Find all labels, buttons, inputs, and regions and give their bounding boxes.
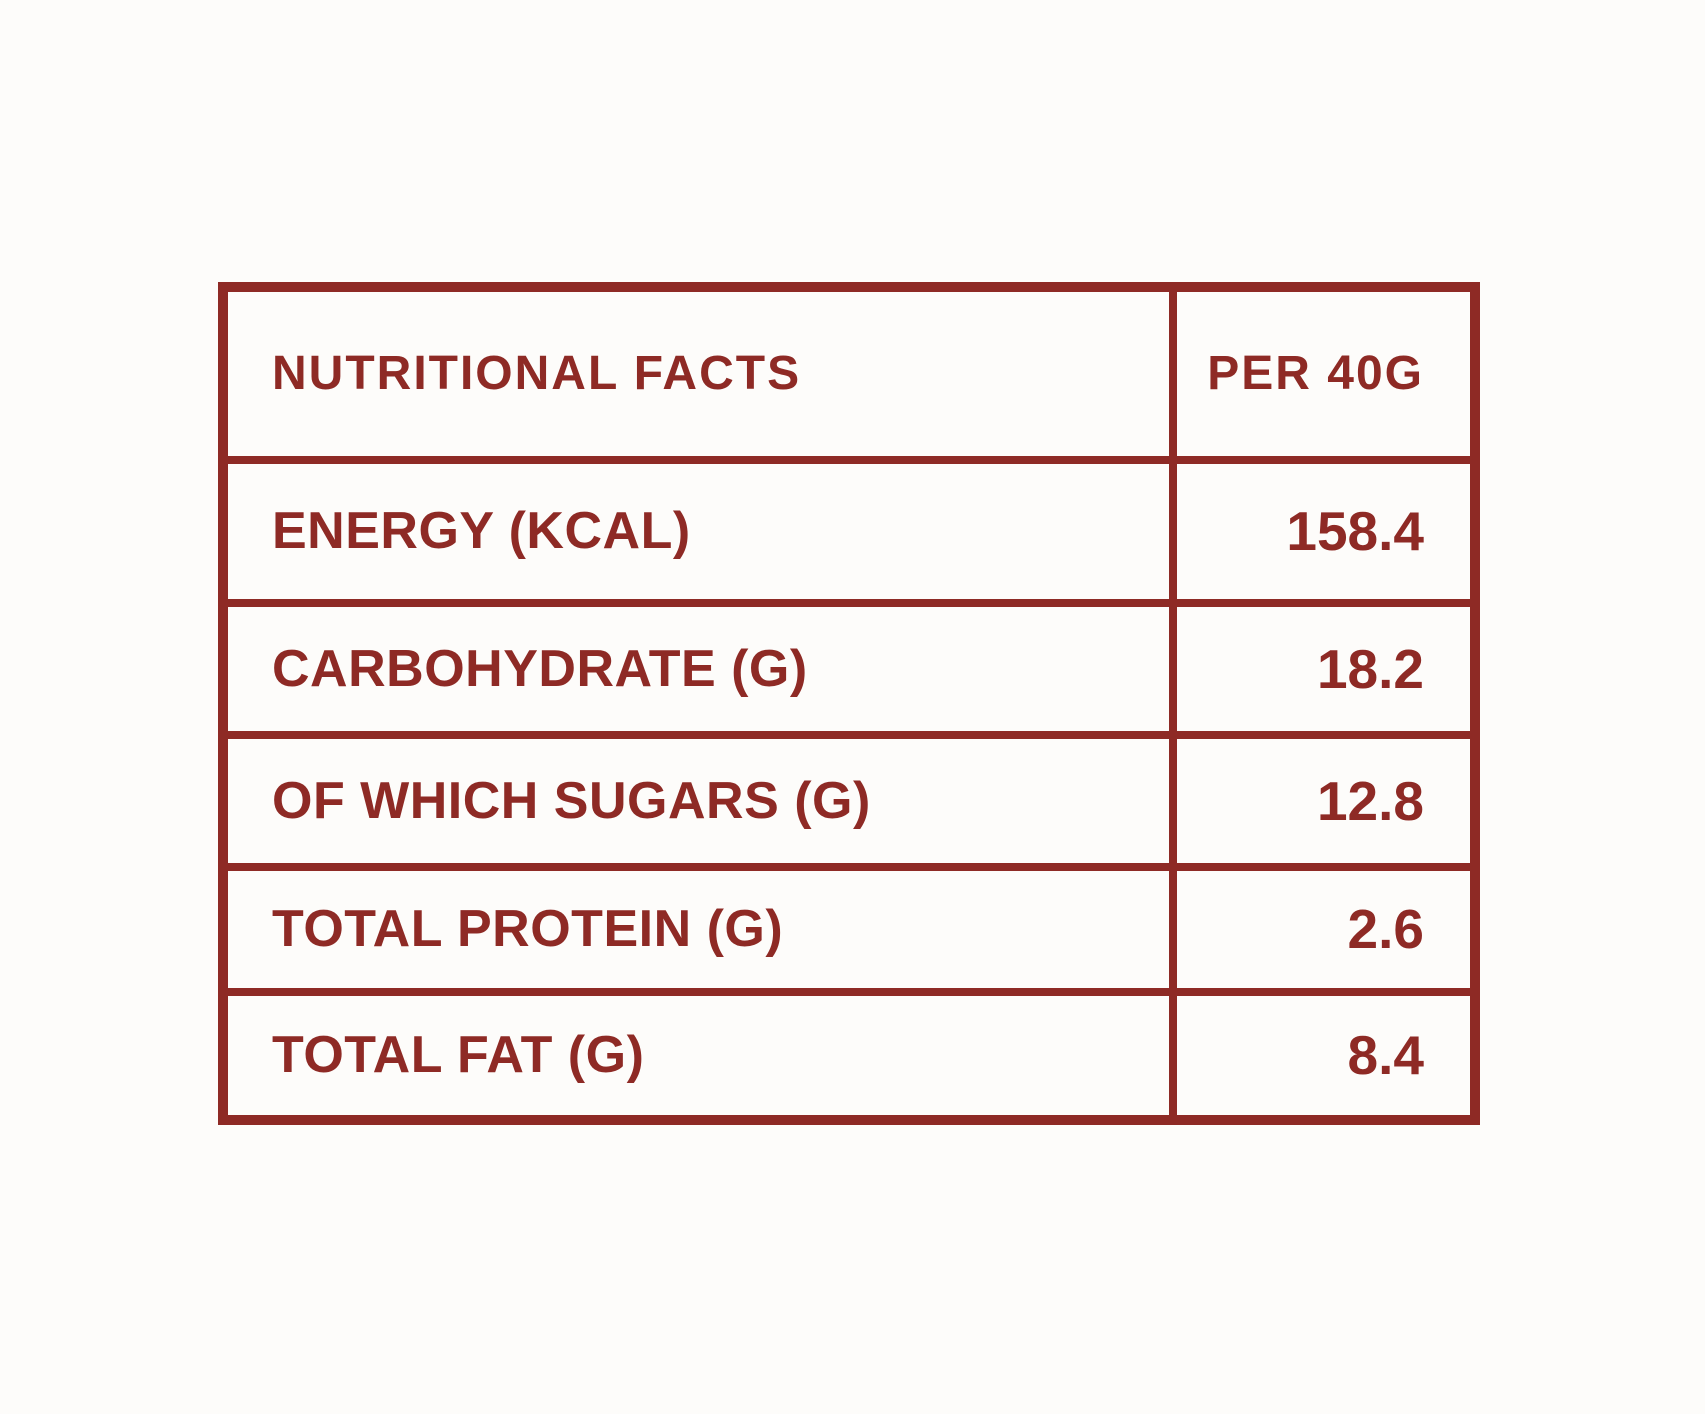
row-label-cell-protein: TOTAL PROTEIN (G) xyxy=(228,871,1169,988)
table-title: NUTRITIONAL FACTS xyxy=(272,347,802,400)
row-label-cell-fat: TOTAL FAT (G) xyxy=(228,996,1169,1115)
nutrient-value: 2.6 xyxy=(1347,898,1424,960)
header-unit-cell: PER 40G xyxy=(1177,292,1470,456)
row-value-cell-fat: 8.4 xyxy=(1177,996,1470,1115)
nutrition-facts-table: NUTRITIONAL FACTS PER 40G ENERGY (KCAL) … xyxy=(218,282,1480,1125)
nutrient-label: TOTAL FAT (G) xyxy=(272,1026,645,1085)
row-value-cell-protein: 2.6 xyxy=(1177,871,1470,988)
row-label-cell-carbohydrate: CARBOHYDRATE (G) xyxy=(228,607,1169,731)
nutrient-value: 8.4 xyxy=(1347,1024,1424,1086)
nutrient-label: OF WHICH SUGARS (G) xyxy=(272,771,871,830)
header-title-cell: NUTRITIONAL FACTS xyxy=(228,292,1169,456)
row-label-cell-sugars: OF WHICH SUGARS (G) xyxy=(228,739,1169,863)
nutrient-value: 12.8 xyxy=(1316,769,1424,832)
row-value-cell-carbohydrate: 18.2 xyxy=(1177,607,1470,731)
nutrient-value: 158.4 xyxy=(1286,500,1424,562)
row-label-cell-energy: ENERGY (KCAL) xyxy=(228,464,1169,599)
nutrient-label: CARBOHYDRATE (G) xyxy=(272,639,808,698)
serving-size-label: PER 40G xyxy=(1207,347,1424,400)
nutrient-label: ENERGY (KCAL) xyxy=(272,502,691,561)
row-value-cell-energy: 158.4 xyxy=(1177,464,1470,599)
nutrient-label: TOTAL PROTEIN (G) xyxy=(272,900,784,959)
nutrient-value: 18.2 xyxy=(1316,637,1424,700)
row-value-cell-sugars: 12.8 xyxy=(1177,739,1470,863)
